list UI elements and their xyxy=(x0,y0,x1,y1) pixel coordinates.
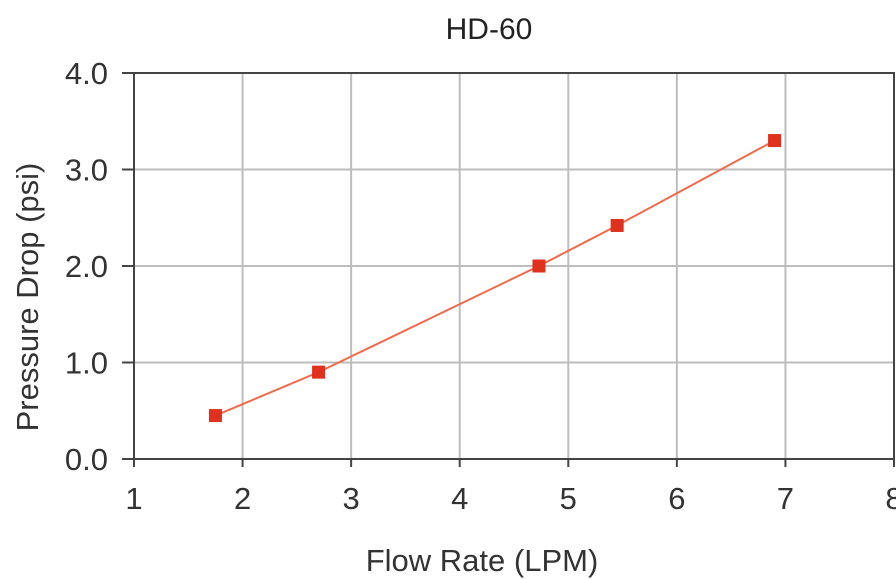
x-tick-label-7: 8 xyxy=(885,481,896,516)
data-point-0-3 xyxy=(610,218,624,232)
series-line-0 xyxy=(215,139,776,417)
x-tick-label-3: 4 xyxy=(451,481,468,516)
y-tick-label-3: 3.0 xyxy=(65,153,108,188)
y-tick-label-0: 0.0 xyxy=(65,442,108,477)
x-tick-label-6: 7 xyxy=(777,481,794,516)
x-tick-label-4: 5 xyxy=(560,481,577,516)
x-tick-label-1: 2 xyxy=(234,481,251,516)
x-tick-label-2: 3 xyxy=(343,481,360,516)
y-tick-label-2: 2.0 xyxy=(65,249,108,284)
data-point-0-4 xyxy=(768,134,782,148)
data-point-0-2 xyxy=(532,259,546,273)
y-tick-label-4: 4.0 xyxy=(65,56,108,91)
y-tick-label-1: 1.0 xyxy=(65,346,108,381)
y-axis-label: Pressure Drop (psi) xyxy=(10,163,45,432)
data-point-0-1 xyxy=(312,365,326,379)
x-tick-label-5: 6 xyxy=(668,481,685,516)
chart-title: HD-60 xyxy=(446,13,533,46)
data-point-0-0 xyxy=(208,409,222,423)
axes-layer xyxy=(122,72,895,467)
series-layer xyxy=(208,134,782,423)
text-layer: HD-60 Flow Rate (LPM) Pressure Drop (psi… xyxy=(10,13,896,578)
x-tick-label-0: 1 xyxy=(125,481,142,516)
x-axis-label: Flow Rate (LPM) xyxy=(366,543,599,578)
